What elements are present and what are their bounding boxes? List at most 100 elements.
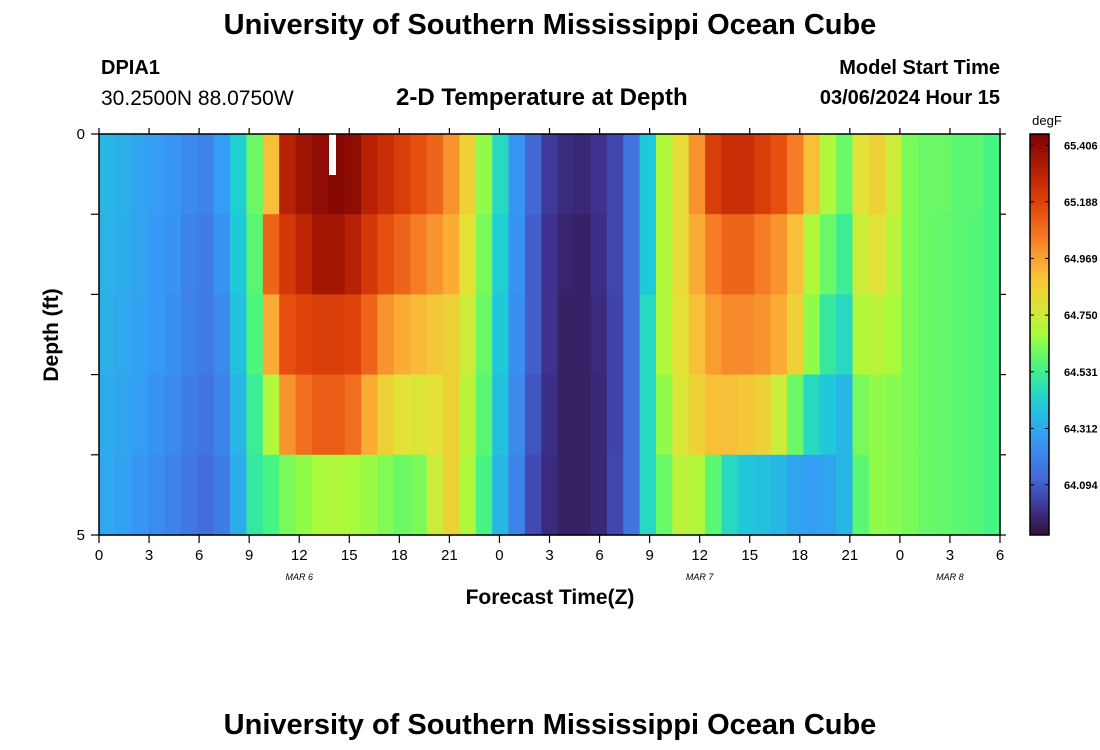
heatmap-cell: [688, 374, 706, 456]
heatmap-cell: [475, 374, 493, 456]
heatmap-cell: [459, 374, 477, 456]
heatmap-cell: [803, 374, 821, 456]
heatmap-cell: [557, 374, 575, 456]
heatmap-cell: [934, 374, 952, 456]
heatmap-cell: [131, 454, 149, 536]
heatmap-cell: [230, 134, 248, 215]
heatmap-cell: [754, 134, 772, 215]
heatmap-cell: [115, 134, 133, 215]
heatmap-cell: [705, 374, 723, 456]
heatmap-cell: [246, 294, 264, 376]
heatmap-cell: [508, 454, 526, 536]
heatmap-cell: [721, 214, 739, 295]
colorbar-label: 65.188: [1064, 197, 1098, 209]
heatmap-cell: [934, 454, 952, 536]
heatmap-cell: [361, 294, 379, 376]
heatmap-cell: [410, 134, 428, 215]
heatmap-cell: [934, 214, 952, 295]
heatmap-cell: [426, 454, 444, 536]
heatmap-cell: [213, 214, 231, 295]
x-tick-label: 21: [841, 547, 858, 564]
heatmap-cell: [492, 214, 510, 295]
heatmap-cell: [213, 374, 231, 456]
day-label: MAR 6: [285, 572, 313, 582]
heatmap-cell: [672, 294, 690, 376]
heatmap-cell: [770, 134, 788, 215]
heatmap-cell: [868, 454, 886, 536]
x-tick-label: 6: [996, 547, 1004, 564]
heatmap-cell: [737, 454, 755, 536]
day-label: MAR 8: [936, 572, 964, 582]
heatmap-cell: [508, 134, 526, 215]
heatmap-cell: [803, 294, 821, 376]
heatmap-cell: [115, 454, 133, 536]
heatmap-cell: [492, 454, 510, 536]
heatmap-cell: [541, 214, 559, 295]
heatmap-cell: [737, 214, 755, 295]
heatmap-cell: [770, 454, 788, 536]
heatmap-cell: [737, 134, 755, 215]
heatmap-cell: [852, 134, 870, 215]
heatmap-cell: [279, 214, 297, 295]
heatmap-cell: [443, 214, 460, 295]
heatmap-cell: [180, 454, 198, 536]
heatmap-cell: [950, 374, 968, 456]
heatmap-cell: [508, 214, 526, 295]
heatmap-cell: [180, 134, 198, 215]
heatmap-cell: [344, 454, 362, 536]
x-tick-label: 18: [791, 547, 808, 564]
heatmap-cell: [787, 134, 805, 215]
heatmap-cell: [213, 134, 231, 215]
heatmap-cell: [868, 294, 886, 376]
heatmap-cell: [393, 294, 411, 376]
heatmap-cell: [901, 214, 919, 295]
heatmap-cell: [197, 134, 215, 215]
colorbar: degF 65.406 65.188 64.969 64.750 64.531 64.31…: [1029, 113, 1099, 536]
heatmap-cell: [475, 134, 493, 215]
colorbar-label: 64.312: [1064, 423, 1098, 435]
heatmap-cell: [541, 134, 559, 215]
heatmap-cell: [606, 374, 624, 456]
heatmap-cell: [606, 294, 624, 376]
heatmap-cell: [148, 134, 166, 215]
heatmap-cell: [197, 454, 215, 536]
heatmap-cell: [819, 374, 837, 456]
heatmap-cell: [705, 214, 723, 295]
heatmap-cell: [574, 134, 592, 215]
heatmap-cell: [311, 294, 329, 376]
x-tick-label: 6: [595, 547, 603, 564]
heatmap-cell: [459, 134, 477, 215]
heatmap-cell: [230, 454, 248, 536]
current-time-marker: [329, 134, 336, 175]
x-tick-label: 15: [741, 547, 758, 564]
colorbar-label: 65.406: [1064, 140, 1098, 152]
heatmap-cell: [393, 134, 411, 215]
heatmap-cell: [983, 134, 1001, 215]
heatmap-cell: [164, 374, 182, 456]
heatmap-cell: [557, 134, 575, 215]
heatmap-cell: [328, 374, 346, 456]
heatmap-cell: [836, 454, 854, 536]
heatmap-cell: [639, 134, 657, 215]
heatmap-cell: [410, 454, 428, 536]
heatmap-cell: [148, 294, 166, 376]
heatmap-cell: [590, 214, 608, 295]
bottom-title: University of Southern Mississippi Ocean…: [223, 709, 877, 741]
heatmap-cell: [754, 374, 772, 456]
heatmap-cell: [655, 374, 673, 456]
heatmap-cell: [918, 454, 936, 536]
heatmap-cell: [295, 134, 313, 215]
heatmap-cell: [246, 134, 264, 215]
heatmap-cell: [148, 214, 166, 295]
heatmap-cell: [754, 214, 772, 295]
heatmap-cell: [623, 454, 641, 536]
heatmap-cell: [262, 294, 280, 376]
heatmap-cell: [410, 294, 428, 376]
heatmap-cell: [99, 214, 116, 295]
heatmap-cell: [508, 374, 526, 456]
heatmap-cell: [836, 134, 854, 215]
heatmap-cell: [590, 374, 608, 456]
heatmap-cell: [606, 214, 624, 295]
heatmap-cell: [623, 214, 641, 295]
heatmap-cell: [508, 294, 526, 376]
